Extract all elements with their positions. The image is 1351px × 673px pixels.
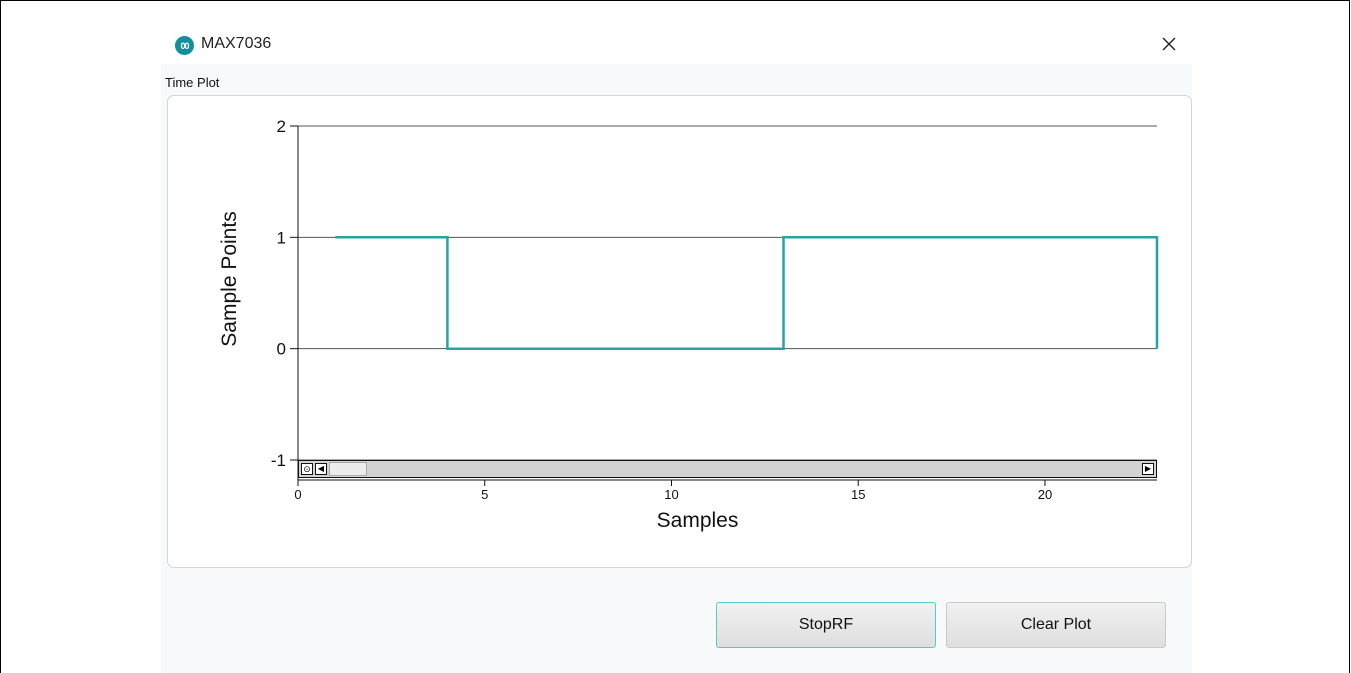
- stop-rf-button[interactable]: StopRF: [716, 602, 936, 648]
- x-tick-label: 5: [481, 487, 488, 502]
- x-tick-label: 20: [1038, 487, 1052, 502]
- scrollbar-thumb[interactable]: [329, 462, 367, 476]
- zoom-reset-icon[interactable]: ⊙: [301, 463, 313, 475]
- plot-horizontal-scrollbar[interactable]: ⊙ ◀ ▶: [298, 460, 1157, 478]
- close-button[interactable]: [1146, 28, 1192, 60]
- scroll-left-arrow-icon[interactable]: ◀: [315, 463, 327, 475]
- y-tick-label: -1: [271, 451, 286, 470]
- scroll-right-arrow-icon[interactable]: ▶: [1142, 463, 1154, 475]
- time-plot-panel: 2 1 0 -1 0 5 10 15 20 Samples Sample Points ⊙ ◀ ▶: [167, 95, 1192, 568]
- app-window: 00 MAX7036 Time Plot 2 1 0 -1 0 5 10 15 20 Sample…: [161, 24, 1192, 673]
- x-tick-label: 15: [851, 487, 865, 502]
- y-tick-label: 1: [277, 228, 286, 247]
- time-plot-label: Time Plot: [165, 75, 220, 90]
- x-tick-label: 0: [294, 487, 301, 502]
- y-axis-title: Sample Points: [218, 211, 241, 346]
- x-tick-label: 10: [664, 487, 678, 502]
- close-icon: [1162, 37, 1176, 51]
- x-axis-title: Samples: [657, 509, 739, 532]
- y-tick-label: 2: [277, 117, 286, 136]
- y-tick-label: 0: [277, 340, 286, 359]
- series-line: [335, 236, 1159, 350]
- maxim-logo-icon: 00: [175, 36, 194, 55]
- clear-plot-button[interactable]: Clear Plot: [946, 602, 1166, 648]
- title-bar: 00 MAX7036: [161, 24, 1192, 64]
- window-title: MAX7036: [201, 35, 272, 52]
